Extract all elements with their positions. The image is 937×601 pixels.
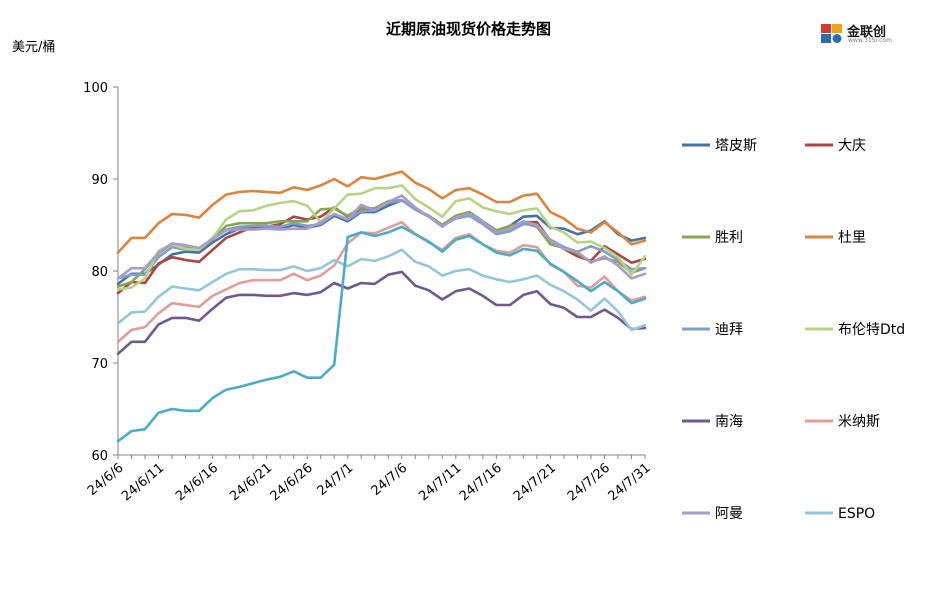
legend-label: 阿曼: [715, 506, 743, 522]
series-line-6: [116, 270, 647, 356]
legend-label: 胜利: [715, 230, 743, 246]
y-tick-label: 90: [91, 173, 108, 188]
x-tick-label: 24/6/16: [173, 461, 221, 505]
x-tick-label: 24/7/26: [565, 461, 613, 505]
y-tick-label: 60: [91, 449, 108, 464]
x-tick-label: 24/6/21: [227, 461, 275, 505]
x-tick-label: 24/7/1: [315, 461, 357, 499]
legend-label: 米纳斯: [838, 414, 880, 430]
legend-label: 布伦特Dtd: [838, 322, 905, 338]
y-axis-unit-label: 美元/桶: [12, 40, 56, 55]
legend-label: 塔皮斯: [715, 138, 757, 154]
x-tick-label: 24/7/21: [511, 461, 559, 505]
chart-title: 近期原油现货价格走势图: [385, 20, 551, 38]
legend-label: ESPO: [838, 506, 875, 522]
x-tick-label: 24/7/6: [369, 461, 411, 499]
x-tick-label: 24/6/26: [268, 461, 316, 505]
y-tick-label: 80: [91, 265, 108, 280]
x-tick-label: 24/7/31: [606, 461, 654, 505]
series-line-8: [116, 194, 647, 280]
series-line-7: [116, 220, 647, 344]
brand-logo: 金联创 www.315i.com: [820, 20, 900, 46]
legend-label: 迪拜: [715, 322, 743, 338]
y-tick-label: 100: [83, 81, 108, 96]
series-lines: [116, 170, 647, 443]
series-line-10: [116, 225, 647, 443]
legend-label: 南海: [715, 414, 743, 430]
x-tick-label: 24/6/11: [119, 461, 167, 505]
x-tick-label: 24/7/16: [457, 461, 505, 505]
logo-icon: [821, 24, 842, 43]
logo-url: www.315i.com: [848, 37, 892, 44]
legend-label: 杜里: [838, 230, 866, 246]
series-line-0: [116, 198, 647, 286]
series-line-9: [116, 248, 647, 332]
legend-label: 大庆: [838, 138, 866, 154]
series-line-4: [116, 198, 647, 280]
logo-text: 金联创: [847, 25, 887, 40]
series-line-3: [116, 170, 647, 254]
y-tick-label: 70: [91, 357, 108, 372]
x-tick-label: 24/7/11: [416, 461, 464, 505]
